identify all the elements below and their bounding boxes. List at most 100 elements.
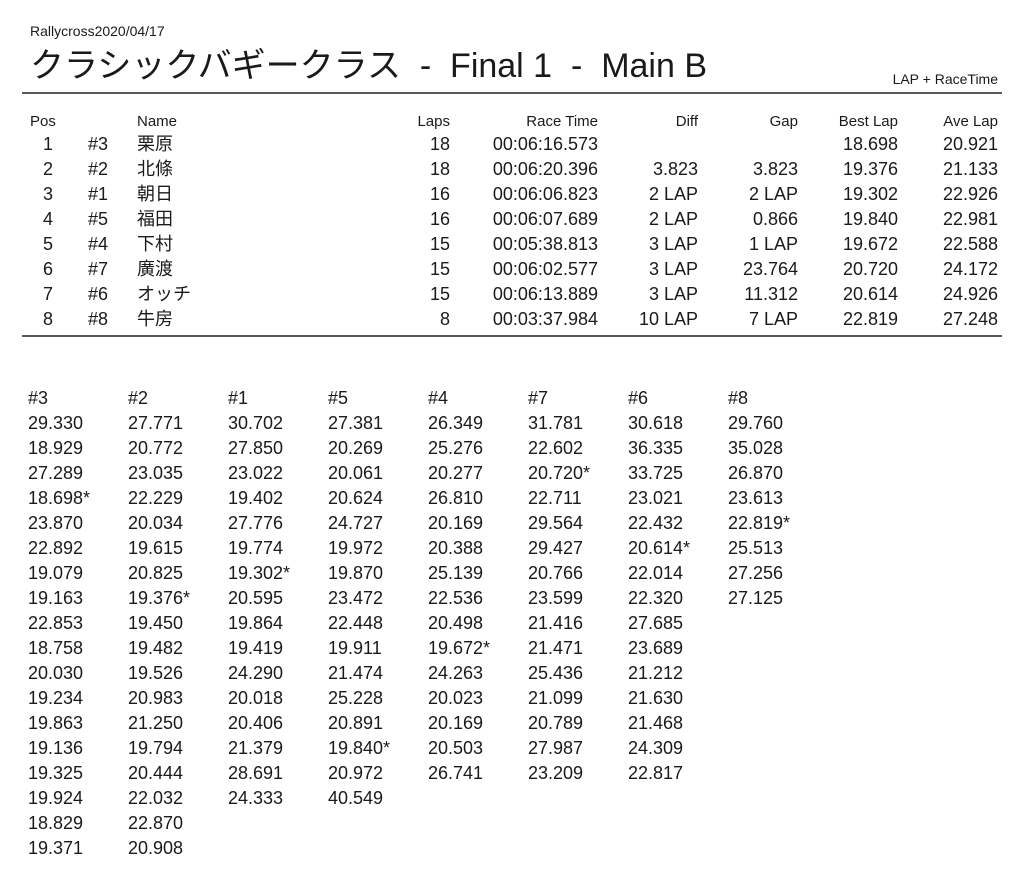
cell-pos: 3 bbox=[43, 184, 53, 204]
lap-time: 20.503 bbox=[428, 738, 483, 758]
cell-diff: 3.823 bbox=[653, 159, 698, 179]
cell-car: #6 bbox=[88, 284, 108, 304]
lap-time: 25.276 bbox=[428, 438, 483, 458]
lap-time: 26.870 bbox=[728, 463, 783, 483]
cell-best-lap: 20.614 bbox=[843, 284, 898, 304]
lap-time: 20.624 bbox=[328, 488, 383, 508]
cell-best-lap: 18.698 bbox=[843, 134, 898, 154]
cell-name: 栗原 bbox=[137, 134, 173, 154]
lap-time: 20.789 bbox=[528, 713, 583, 733]
cell-car: #5 bbox=[88, 209, 108, 229]
lap-time: 22.892 bbox=[28, 538, 83, 558]
lap-time: 20.772 bbox=[128, 438, 183, 458]
lap-time: 20.614* bbox=[628, 538, 690, 558]
cell-name: 北條 bbox=[137, 159, 173, 179]
lap-time: 20.030 bbox=[28, 663, 83, 683]
lap-time: 20.388 bbox=[428, 538, 483, 558]
lap-time: 21.099 bbox=[528, 688, 583, 708]
lap-time: 19.371 bbox=[28, 838, 83, 858]
lap-time: 20.972 bbox=[328, 763, 383, 783]
lap-time: 40.549 bbox=[328, 788, 383, 808]
lap-time: 23.613 bbox=[728, 488, 783, 508]
cell-laps: 8 bbox=[440, 309, 450, 329]
lap-time: 20.595 bbox=[228, 588, 283, 608]
lap-time: 22.853 bbox=[28, 613, 83, 633]
cell-diff: 3 LAP bbox=[649, 234, 698, 254]
lap-time: 21.212 bbox=[628, 663, 683, 683]
cell-name: 下村 bbox=[137, 234, 173, 254]
lap-time: 30.702 bbox=[228, 413, 283, 433]
lap-time: 24.263 bbox=[428, 663, 483, 683]
cell-diff: 10 LAP bbox=[639, 309, 698, 329]
lap-time: 19.672* bbox=[428, 638, 490, 658]
lap-time: 20.018 bbox=[228, 688, 283, 708]
lap-time: 29.427 bbox=[528, 538, 583, 558]
lap-time: 20.498 bbox=[428, 613, 483, 633]
cell-diff: 2 LAP bbox=[649, 209, 698, 229]
column-header: Race Time bbox=[526, 113, 598, 130]
cell-name: 牛房 bbox=[137, 309, 173, 329]
cell-car: #2 bbox=[88, 159, 108, 179]
cell-gap: 0.866 bbox=[753, 209, 798, 229]
cell-pos: 6 bbox=[43, 259, 53, 279]
lap-time: 19.774 bbox=[228, 538, 283, 558]
lap-time: 23.022 bbox=[228, 463, 283, 483]
lap-time: 21.474 bbox=[328, 663, 383, 683]
lap-time: 23.472 bbox=[328, 588, 383, 608]
lap-time: 20.406 bbox=[228, 713, 283, 733]
lap-time: 20.061 bbox=[328, 463, 383, 483]
lap-time: 27.381 bbox=[328, 413, 383, 433]
cell-laps: 16 bbox=[430, 184, 450, 204]
cell-pos: 7 bbox=[43, 284, 53, 304]
cell-gap: 11.312 bbox=[744, 284, 798, 304]
lap-time: 29.760 bbox=[728, 413, 783, 433]
cell-car: #4 bbox=[88, 234, 108, 254]
lap-time: 21.416 bbox=[528, 613, 583, 633]
lap-time: 25.139 bbox=[428, 563, 483, 583]
cell-race-time: 00:03:37.984 bbox=[493, 309, 598, 329]
lap-car: #5 bbox=[328, 388, 348, 408]
lap-time: 19.419 bbox=[228, 638, 283, 658]
cell-gap: 2 LAP bbox=[749, 184, 798, 204]
cell-pos: 8 bbox=[43, 309, 53, 329]
cell-name: 福田 bbox=[137, 209, 173, 229]
lap-time: 27.256 bbox=[728, 563, 783, 583]
race-title: クラシックバギークラス - Final 1 - Main B bbox=[30, 47, 707, 85]
lap-time: 27.685 bbox=[628, 613, 683, 633]
lap-time: 21.468 bbox=[628, 713, 683, 733]
lap-time: 19.840* bbox=[328, 738, 390, 758]
cell-gap: 23.764 bbox=[743, 259, 798, 279]
lap-time: 22.819* bbox=[728, 513, 790, 533]
lap-time: 33.725 bbox=[628, 463, 683, 483]
cell-ave-lap: 21.133 bbox=[943, 159, 998, 179]
cell-pos: 2 bbox=[43, 159, 53, 179]
lap-time: 19.863 bbox=[28, 713, 83, 733]
lap-time: 27.987 bbox=[528, 738, 583, 758]
lap-time: 19.864 bbox=[228, 613, 283, 633]
cell-best-lap: 19.672 bbox=[843, 234, 898, 254]
cell-laps: 15 bbox=[430, 284, 450, 304]
cell-best-lap: 19.376 bbox=[843, 159, 898, 179]
lap-time: 22.320 bbox=[628, 588, 683, 608]
lap-time: 20.891 bbox=[328, 713, 383, 733]
lap-car: #7 bbox=[528, 388, 548, 408]
lap-time: 20.825 bbox=[128, 563, 183, 583]
lap-time: 19.526 bbox=[128, 663, 183, 683]
cell-ave-lap: 22.926 bbox=[943, 184, 998, 204]
lap-time: 19.079 bbox=[28, 563, 83, 583]
lap-time: 22.448 bbox=[328, 613, 383, 633]
lap-time: 22.711 bbox=[528, 488, 582, 508]
cell-best-lap: 22.819 bbox=[843, 309, 898, 329]
column-header: Best Lap bbox=[839, 113, 898, 130]
lap-time: 22.602 bbox=[528, 438, 583, 458]
column-header: Pos bbox=[30, 113, 56, 130]
lap-time: 21.471 bbox=[528, 638, 583, 658]
mode-label: LAP + RaceTime bbox=[893, 71, 999, 87]
lap-time: 25.436 bbox=[528, 663, 583, 683]
cell-pos: 5 bbox=[43, 234, 53, 254]
lap-time: 19.376* bbox=[128, 588, 190, 608]
lap-car: #3 bbox=[28, 388, 48, 408]
lap-time: 22.536 bbox=[428, 588, 483, 608]
